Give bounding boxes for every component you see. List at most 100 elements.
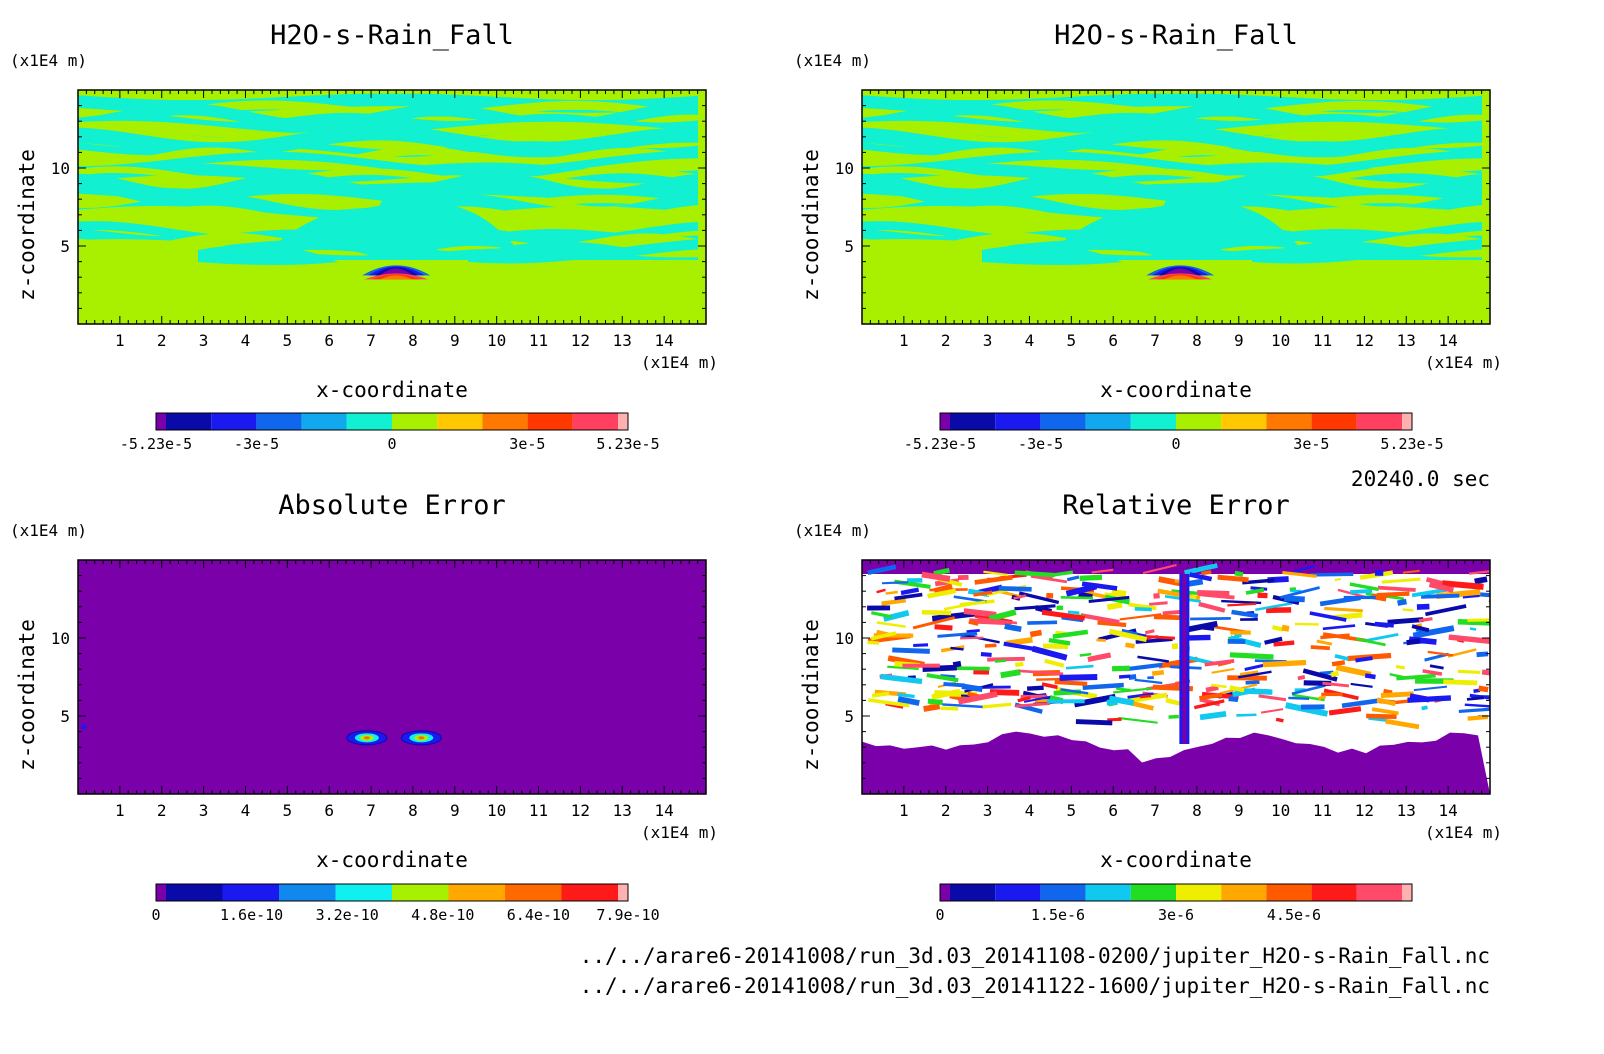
- error-streak: [868, 698, 910, 708]
- colorbar-label: -3e-5: [234, 435, 279, 453]
- error-streak: [1111, 665, 1130, 672]
- colorbar-swatch: [940, 413, 950, 430]
- x-tick-label: 4: [1025, 801, 1035, 820]
- error-streak: [1371, 593, 1387, 602]
- error-streak: [1147, 676, 1154, 680]
- x-axis-label: x-coordinate: [1100, 378, 1252, 402]
- x-unit-label: (x1E4 m): [641, 823, 718, 842]
- error-streak: [1466, 696, 1484, 701]
- error-streak: [1245, 587, 1265, 595]
- x-tick-label: 7: [1150, 801, 1160, 820]
- error-streak: [952, 660, 962, 668]
- error-streak: [1135, 637, 1173, 644]
- error-streak: [1474, 576, 1488, 585]
- colorbar-swatch: [940, 884, 950, 901]
- error-streak: [1227, 639, 1246, 644]
- error-streak: [1193, 699, 1225, 710]
- x-tick-label: 14: [1439, 801, 1458, 820]
- error-streak: [1318, 695, 1327, 700]
- x-tick-label: 9: [1234, 801, 1244, 820]
- y-axis-label: z-coordinate: [799, 149, 823, 301]
- error-streak: [1422, 669, 1443, 676]
- error-streak: [1117, 716, 1158, 724]
- error-streak: [1229, 635, 1262, 648]
- y-unit-label: (x1E4 m): [794, 51, 871, 70]
- error-streak: [1408, 636, 1437, 645]
- error-streak: [1310, 572, 1354, 577]
- error-streak: [1488, 597, 1490, 607]
- error-streak: [1031, 645, 1068, 661]
- error-streak: [934, 624, 953, 631]
- error-spot: [363, 736, 370, 740]
- error-streak: [1106, 699, 1118, 706]
- error-streak: [1237, 670, 1272, 679]
- error-streak: [1059, 674, 1098, 681]
- error-streak: [1350, 588, 1373, 594]
- error-streak: [1091, 568, 1114, 574]
- error-streak: [1004, 623, 1022, 633]
- error-streak: [1048, 638, 1071, 646]
- error-streak: [1128, 674, 1137, 680]
- x-tick-label: 10: [1271, 331, 1290, 350]
- error-streak: [1316, 639, 1333, 646]
- error-streak: [1227, 675, 1267, 681]
- error-streak: [1478, 685, 1489, 693]
- error-streak: [1389, 672, 1409, 680]
- error-streak: [1255, 602, 1293, 612]
- x-tick-label: 4: [241, 801, 251, 820]
- error-streak: [1141, 634, 1176, 640]
- error-streak: [867, 640, 880, 645]
- error-streak: [1428, 581, 1454, 593]
- error-streak: [926, 673, 959, 683]
- y-unit-label: (x1E4 m): [794, 521, 871, 540]
- error-streak: [977, 617, 1018, 625]
- error-streak: [1134, 678, 1163, 685]
- colorbar-swatch: [256, 413, 302, 430]
- error-streak: [1335, 664, 1372, 678]
- error-streak: [927, 698, 943, 705]
- error-streak: [1272, 624, 1284, 632]
- error-streak: [1464, 703, 1490, 709]
- x-tick-label: 12: [1355, 331, 1374, 350]
- colorbar-swatch: [156, 413, 166, 430]
- field-blob: [268, 189, 518, 265]
- y-axis-label: z-coordinate: [15, 149, 39, 301]
- error-streak: [1027, 620, 1058, 625]
- error-streak: [1291, 684, 1326, 696]
- colorbar-swatch: [392, 884, 449, 901]
- error-streak: [1242, 578, 1275, 585]
- feature-warm: [380, 275, 413, 280]
- error-streak: [1412, 625, 1455, 639]
- chart-title: Relative Error: [1062, 490, 1290, 521]
- error-streak: [931, 688, 961, 700]
- colorbar-swatch: [448, 884, 505, 901]
- error-streak: [1082, 682, 1124, 690]
- error-streak: [1201, 570, 1212, 576]
- error-streak: [1457, 669, 1481, 674]
- error-streak: [1294, 622, 1319, 626]
- error-streak: [973, 590, 993, 597]
- error-streak: [1228, 696, 1239, 703]
- colorbar-swatch: [1356, 884, 1402, 901]
- error-streak: [1257, 592, 1268, 599]
- error-streak: [1198, 601, 1226, 613]
- x-tick-label: 10: [487, 331, 506, 350]
- error-streak: [881, 581, 909, 585]
- error-streak: [984, 643, 997, 648]
- error-streak: [1144, 629, 1155, 635]
- error-streak: [1106, 601, 1123, 611]
- x-tick-label: 6: [1108, 331, 1118, 350]
- colorbar-swatch: [1085, 884, 1131, 901]
- error-streak: [1380, 691, 1414, 699]
- error-streak: [921, 571, 951, 582]
- error-streak: [1041, 682, 1058, 690]
- error-streak: [1328, 706, 1362, 716]
- error-streak: [921, 609, 952, 616]
- error-streak: [892, 647, 930, 654]
- error-streak: [876, 588, 886, 594]
- file-path-1: ../../arare6-20141008/run_3d.03_20141108…: [580, 944, 1490, 968]
- error-streak: [1244, 662, 1269, 672]
- colorbar: -5.23e-5 -3e-5 0 3e-5 5.23e-5: [904, 412, 1444, 453]
